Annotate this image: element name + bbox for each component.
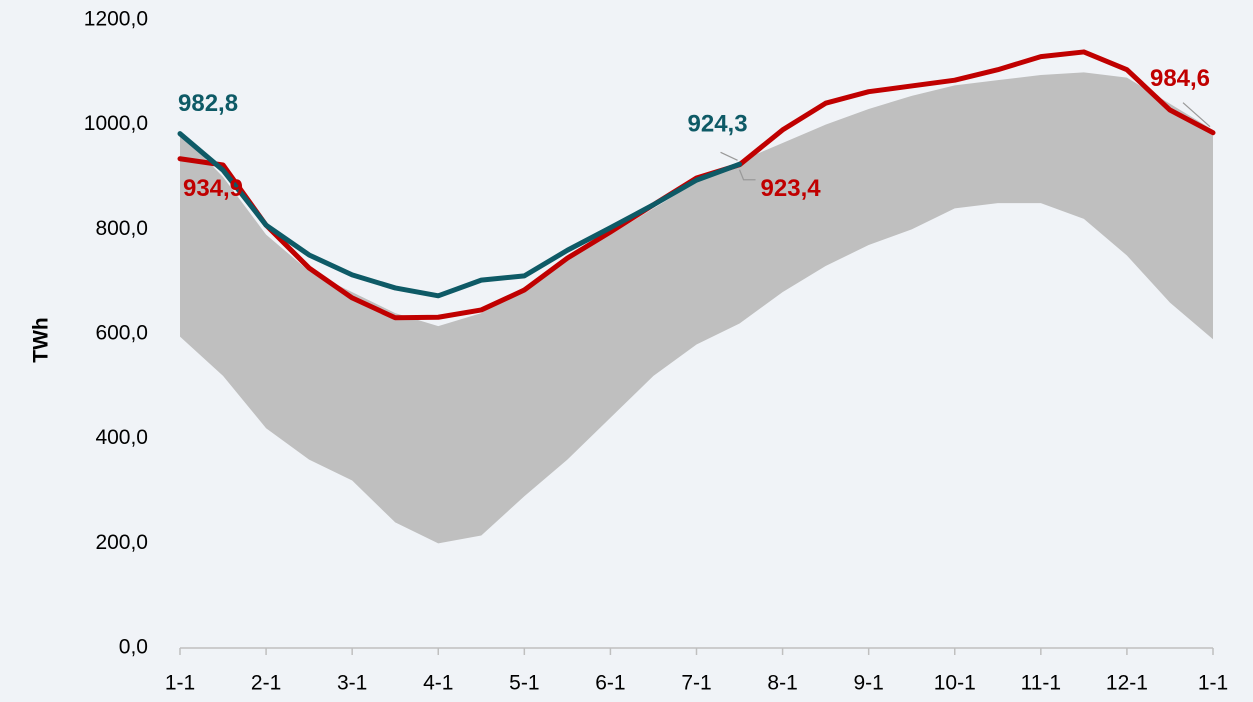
data-label: 984,6 xyxy=(1150,65,1210,92)
data-label: 982,8 xyxy=(178,90,238,117)
x-tick-label: 11-1 xyxy=(1021,672,1061,695)
x-tick-label: 3-1 xyxy=(337,672,367,695)
data-label: 934,9 xyxy=(183,175,243,202)
y-tick-label: 600,0 xyxy=(95,322,148,345)
y-tick-label: 0,0 xyxy=(119,636,148,659)
x-tick-label: 9-1 xyxy=(853,672,883,695)
line-series xyxy=(177,131,743,299)
data-label: 923,4 xyxy=(761,175,822,202)
y-tick-label: 1200,0 xyxy=(84,8,148,31)
y-tick-label: 400,0 xyxy=(95,426,148,449)
x-tick-label: 10-1 xyxy=(934,672,976,695)
x-tick-label: 12-1 xyxy=(1106,672,1148,695)
x-tick-label: 6-1 xyxy=(595,672,625,695)
y-tick-label: 200,0 xyxy=(95,531,148,554)
range-band xyxy=(180,72,1213,544)
x-tick-label: 4-1 xyxy=(423,672,453,695)
y-tick-label: 1000,0 xyxy=(84,112,148,135)
y-axis-title: TWh xyxy=(30,317,53,362)
x-tick-label: 1-1 xyxy=(1198,672,1228,695)
x-tick-label: 8-1 xyxy=(767,672,797,695)
leader-line xyxy=(1182,102,1211,128)
leader-line xyxy=(720,151,738,161)
x-tick-label: 1-1 xyxy=(165,672,195,695)
x-tick-label: 5-1 xyxy=(509,672,539,695)
x-tick-label: 7-1 xyxy=(681,672,711,695)
leader-line xyxy=(738,169,756,181)
data-label: 924,3 xyxy=(688,111,748,138)
y-tick-label: 800,0 xyxy=(95,217,148,240)
x-tick-label: 2-1 xyxy=(251,672,281,695)
